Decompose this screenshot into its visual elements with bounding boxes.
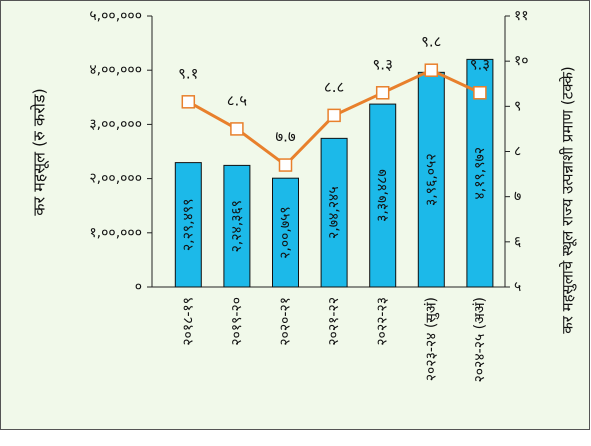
bar-value-label: २,००,७५९ xyxy=(278,206,294,259)
line-value-label: ९.८ xyxy=(421,33,441,51)
x-tick-label: २०२१-२२ xyxy=(326,297,342,346)
bar xyxy=(174,162,202,288)
y2-tick-label: ६ xyxy=(514,234,521,250)
bar xyxy=(223,164,251,288)
bar-value-label: ३,९६,०५२ xyxy=(423,153,439,206)
line-value-label: ८.८ xyxy=(324,78,344,96)
y-tick-label: १,००,००० xyxy=(89,225,142,241)
line-value-label: ८.५ xyxy=(227,91,248,109)
line-marker xyxy=(473,86,487,100)
line-value-label: ९.३ xyxy=(373,55,393,73)
line-marker xyxy=(327,108,341,123)
y-tick-label: ० xyxy=(135,279,142,295)
y2-tick-label: ९ xyxy=(514,98,521,114)
y-tick-label: ४,००,००० xyxy=(89,62,142,78)
bar xyxy=(369,103,397,288)
line-marker xyxy=(230,122,244,136)
line-marker xyxy=(375,86,390,100)
y2-tick-label: १० xyxy=(514,53,529,69)
bar-value-label: २,२९,४९९ xyxy=(180,199,196,252)
bar-value-label: ३,३७,४८७ xyxy=(375,169,391,222)
line-marker xyxy=(278,158,293,172)
x-tick-label: २०२२-२३ xyxy=(375,297,391,346)
bar-value-label: २,७४,२४५ xyxy=(326,186,342,239)
x-tick-label: २०१९-२० xyxy=(229,297,245,346)
y2-tick-label: ५ xyxy=(514,279,521,295)
y2-tick-label: ११ xyxy=(514,8,529,24)
line-marker xyxy=(424,63,439,77)
line-marker xyxy=(181,95,196,109)
y-tick-label: २,००,००० xyxy=(89,171,142,187)
x-tick-label: २०१८-१९ xyxy=(180,297,196,346)
bar xyxy=(272,177,299,288)
y2-axis-label: कर महसुलाचे स्थूल राज्य उत्पन्नाशी प्रमा… xyxy=(559,66,578,334)
bar xyxy=(320,137,348,288)
line-value-label: ९.१ xyxy=(178,64,198,82)
x-tick-label: २०२३-२४ (सुअं) xyxy=(423,297,439,381)
bar-value-label: ४,१९,९७२ xyxy=(472,147,488,200)
y-tick-label: ३,००,००० xyxy=(89,116,142,132)
y-axis-label: कर महसूल (रु करोड) xyxy=(30,88,50,215)
x-tick-label: २०२०-२१ xyxy=(278,297,294,346)
x-tick-label: २०२४-२५ (अअं) xyxy=(472,297,488,383)
line-value-label: ९.३ xyxy=(470,55,490,73)
line-value-label: ७.७ xyxy=(275,128,296,146)
bar-value-label: २,२४,३६९ xyxy=(229,200,245,253)
y-tick-label: ५,००,००० xyxy=(89,8,142,24)
y2-tick-label: ८ xyxy=(514,144,521,160)
y2-tick-label: ७ xyxy=(514,189,521,205)
